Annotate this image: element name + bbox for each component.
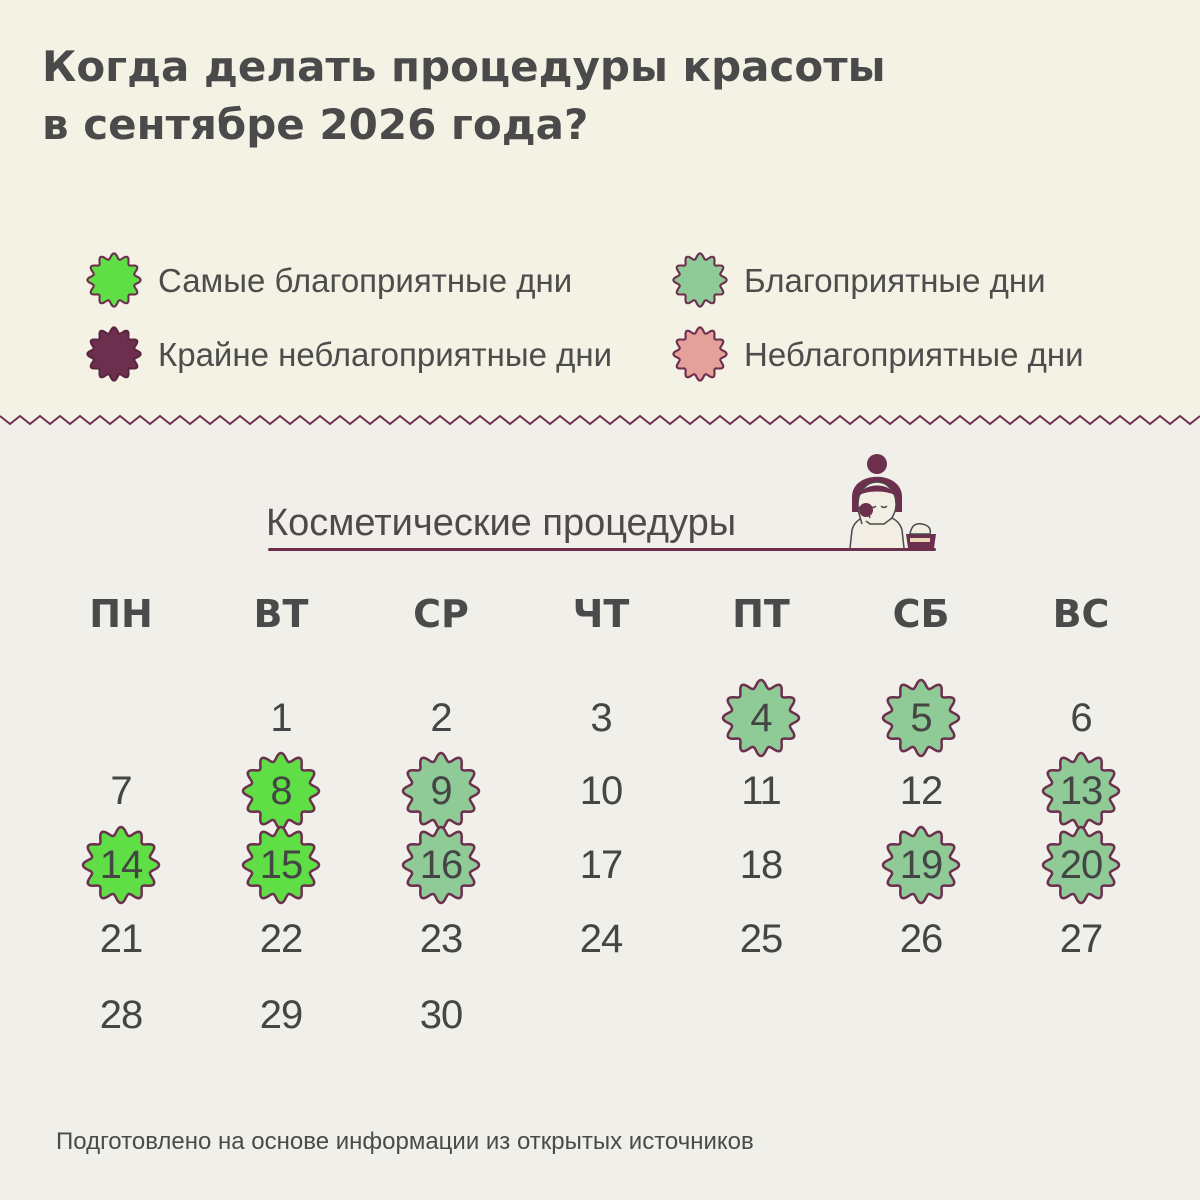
day-number: 20 bbox=[1059, 843, 1104, 887]
day-status-badge-icon bbox=[1041, 751, 1121, 831]
section-title-underline bbox=[268, 548, 936, 551]
calendar-day: 22 bbox=[241, 899, 321, 979]
weekday-fri: ПТ bbox=[732, 592, 790, 636]
calendar-day: 6 bbox=[1041, 678, 1121, 758]
calendar-day: 29 bbox=[241, 975, 321, 1055]
calendar-day: 10 bbox=[561, 751, 641, 831]
woman-face-cream-icon bbox=[849, 454, 936, 549]
day-status-badge-icon bbox=[81, 825, 161, 905]
day-number: 25 bbox=[739, 917, 784, 961]
day-number: 11 bbox=[741, 769, 782, 813]
wavy-divider bbox=[0, 414, 1200, 426]
day-number: 30 bbox=[419, 993, 464, 1037]
page-title-line-2: в сентябре 2026 года? bbox=[42, 100, 589, 149]
calendar-day: 21 bbox=[81, 899, 161, 979]
day-status-badge-icon bbox=[401, 825, 481, 905]
legend-good-days-label: Благоприятные дни bbox=[744, 262, 1046, 299]
weekday-tue: ВТ bbox=[253, 592, 309, 636]
calendar-day: 12 bbox=[881, 751, 961, 831]
day-number: 26 bbox=[899, 917, 944, 961]
day-number: 12 bbox=[899, 769, 944, 813]
calendar-day: 1 bbox=[241, 678, 321, 758]
calendar-day: 25 bbox=[721, 899, 801, 979]
calendar-day: 15 bbox=[241, 825, 321, 905]
day-number: 27 bbox=[1059, 917, 1104, 961]
day-status-badge-icon bbox=[881, 825, 961, 905]
calendar-day: 27 bbox=[1041, 899, 1121, 979]
calendar-day: 30 bbox=[401, 975, 481, 1055]
calendar-day: 4 bbox=[721, 678, 801, 758]
calendar-day: 3 bbox=[561, 678, 641, 758]
bad-day-badge-icon bbox=[672, 326, 728, 382]
day-number: 5 bbox=[910, 696, 932, 740]
day-number: 17 bbox=[579, 843, 624, 887]
day-number: 2 bbox=[430, 696, 452, 740]
day-status-badge-icon bbox=[721, 678, 801, 758]
day-number: 16 bbox=[419, 843, 464, 887]
best-day-badge-icon bbox=[86, 252, 142, 308]
calendar-day: 19 bbox=[881, 825, 961, 905]
day-number: 22 bbox=[259, 917, 304, 961]
day-number: 8 bbox=[270, 769, 292, 813]
day-status-badge-icon bbox=[241, 751, 321, 831]
day-number: 9 bbox=[430, 769, 452, 813]
day-number: 1 bbox=[270, 696, 292, 740]
day-status-badge-icon bbox=[241, 825, 321, 905]
calendar-day: 28 bbox=[81, 975, 161, 1055]
worst-day-badge-icon bbox=[86, 326, 142, 382]
day-number: 28 bbox=[99, 993, 144, 1037]
day-number: 6 bbox=[1070, 696, 1092, 740]
good-day-badge-icon bbox=[672, 252, 728, 308]
day-number: 21 bbox=[99, 917, 144, 961]
calendar-day: 7 bbox=[81, 751, 161, 831]
day-status-badge-icon bbox=[1041, 825, 1121, 905]
calendar-day: 17 bbox=[561, 825, 641, 905]
day-status-badge-icon bbox=[401, 751, 481, 831]
day-number: 29 bbox=[259, 993, 304, 1037]
legend-best-days-label: Самые благоприятные дни bbox=[158, 262, 573, 299]
calendar-day: 26 bbox=[881, 899, 961, 979]
weekday-sun: ВС bbox=[1052, 592, 1110, 636]
day-number: 10 bbox=[579, 769, 624, 813]
day-number: 24 bbox=[579, 917, 624, 961]
day-number: 4 bbox=[750, 696, 772, 740]
legend-bad-days-label: Неблагоприятные дни bbox=[744, 336, 1084, 373]
calendar-day: 9 bbox=[401, 751, 481, 831]
day-number: 19 bbox=[899, 843, 944, 887]
day-number: 13 bbox=[1059, 769, 1104, 813]
weekday-wed: СР bbox=[413, 592, 469, 636]
calendar-day: 20 bbox=[1041, 825, 1121, 905]
day-number: 23 bbox=[419, 917, 464, 961]
calendar-day: 24 bbox=[561, 899, 641, 979]
weekday-sat: СБ bbox=[892, 592, 950, 636]
header-panel bbox=[0, 0, 1200, 420]
day-number: 3 bbox=[590, 696, 612, 740]
calendar-day: 13 bbox=[1041, 751, 1121, 831]
source-note: Подготовлено на основе информации из отк… bbox=[56, 1128, 754, 1155]
day-status-badge-icon bbox=[881, 678, 961, 758]
weekday-mon: ПН bbox=[89, 592, 153, 636]
page-title-line-1: Когда делать процедуры красоты bbox=[42, 42, 886, 91]
section-title: Косметические процедуры bbox=[266, 502, 737, 544]
calendar-day: 11 bbox=[721, 751, 801, 831]
day-number: 15 bbox=[259, 843, 304, 887]
page-title: Когда делать процедуры красоты в сентябр… bbox=[42, 38, 886, 154]
calendar-day: 23 bbox=[401, 899, 481, 979]
legend-worst-days-label: Крайне неблагоприятные дни bbox=[158, 336, 613, 373]
day-number: 14 bbox=[99, 843, 144, 887]
calendar-day: 8 bbox=[241, 751, 321, 831]
calendar-day: 16 bbox=[401, 825, 481, 905]
day-number: 18 bbox=[739, 843, 784, 887]
calendar-day: 2 bbox=[401, 678, 481, 758]
weekday-thu: ЧТ bbox=[572, 592, 630, 636]
calendar-day: 14 bbox=[81, 825, 161, 905]
day-number: 7 bbox=[110, 769, 132, 813]
calendar-day: 5 bbox=[881, 678, 961, 758]
calendar-day: 18 bbox=[721, 825, 801, 905]
